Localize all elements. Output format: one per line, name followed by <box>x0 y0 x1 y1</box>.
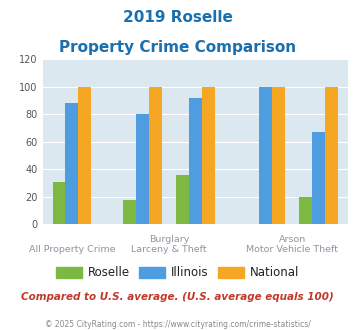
Text: Burglary: Burglary <box>149 235 189 245</box>
Text: Compared to U.S. average. (U.S. average equals 100): Compared to U.S. average. (U.S. average … <box>21 292 334 302</box>
Bar <box>123 200 136 224</box>
Text: Arson: Arson <box>279 235 306 245</box>
Bar <box>272 87 285 224</box>
Bar <box>66 103 78 224</box>
Bar <box>299 197 312 224</box>
Text: 2019 Roselle: 2019 Roselle <box>122 10 233 25</box>
Bar <box>53 182 65 224</box>
Bar <box>325 87 338 224</box>
Text: Motor Vehicle Theft: Motor Vehicle Theft <box>246 245 338 254</box>
Text: Property Crime Comparison: Property Crime Comparison <box>59 40 296 54</box>
Text: All Property Crime: All Property Crime <box>29 245 115 254</box>
Bar <box>189 98 202 224</box>
Bar <box>176 175 189 224</box>
Bar <box>202 87 215 224</box>
Text: © 2025 CityRating.com - https://www.cityrating.com/crime-statistics/: © 2025 CityRating.com - https://www.city… <box>45 320 310 329</box>
Bar <box>312 132 325 224</box>
Text: Larceny & Theft: Larceny & Theft <box>131 245 207 254</box>
Legend: Roselle, Illinois, National: Roselle, Illinois, National <box>51 262 304 284</box>
Bar <box>136 115 149 224</box>
Bar <box>78 87 91 224</box>
Bar <box>149 87 162 224</box>
Bar <box>259 87 272 224</box>
